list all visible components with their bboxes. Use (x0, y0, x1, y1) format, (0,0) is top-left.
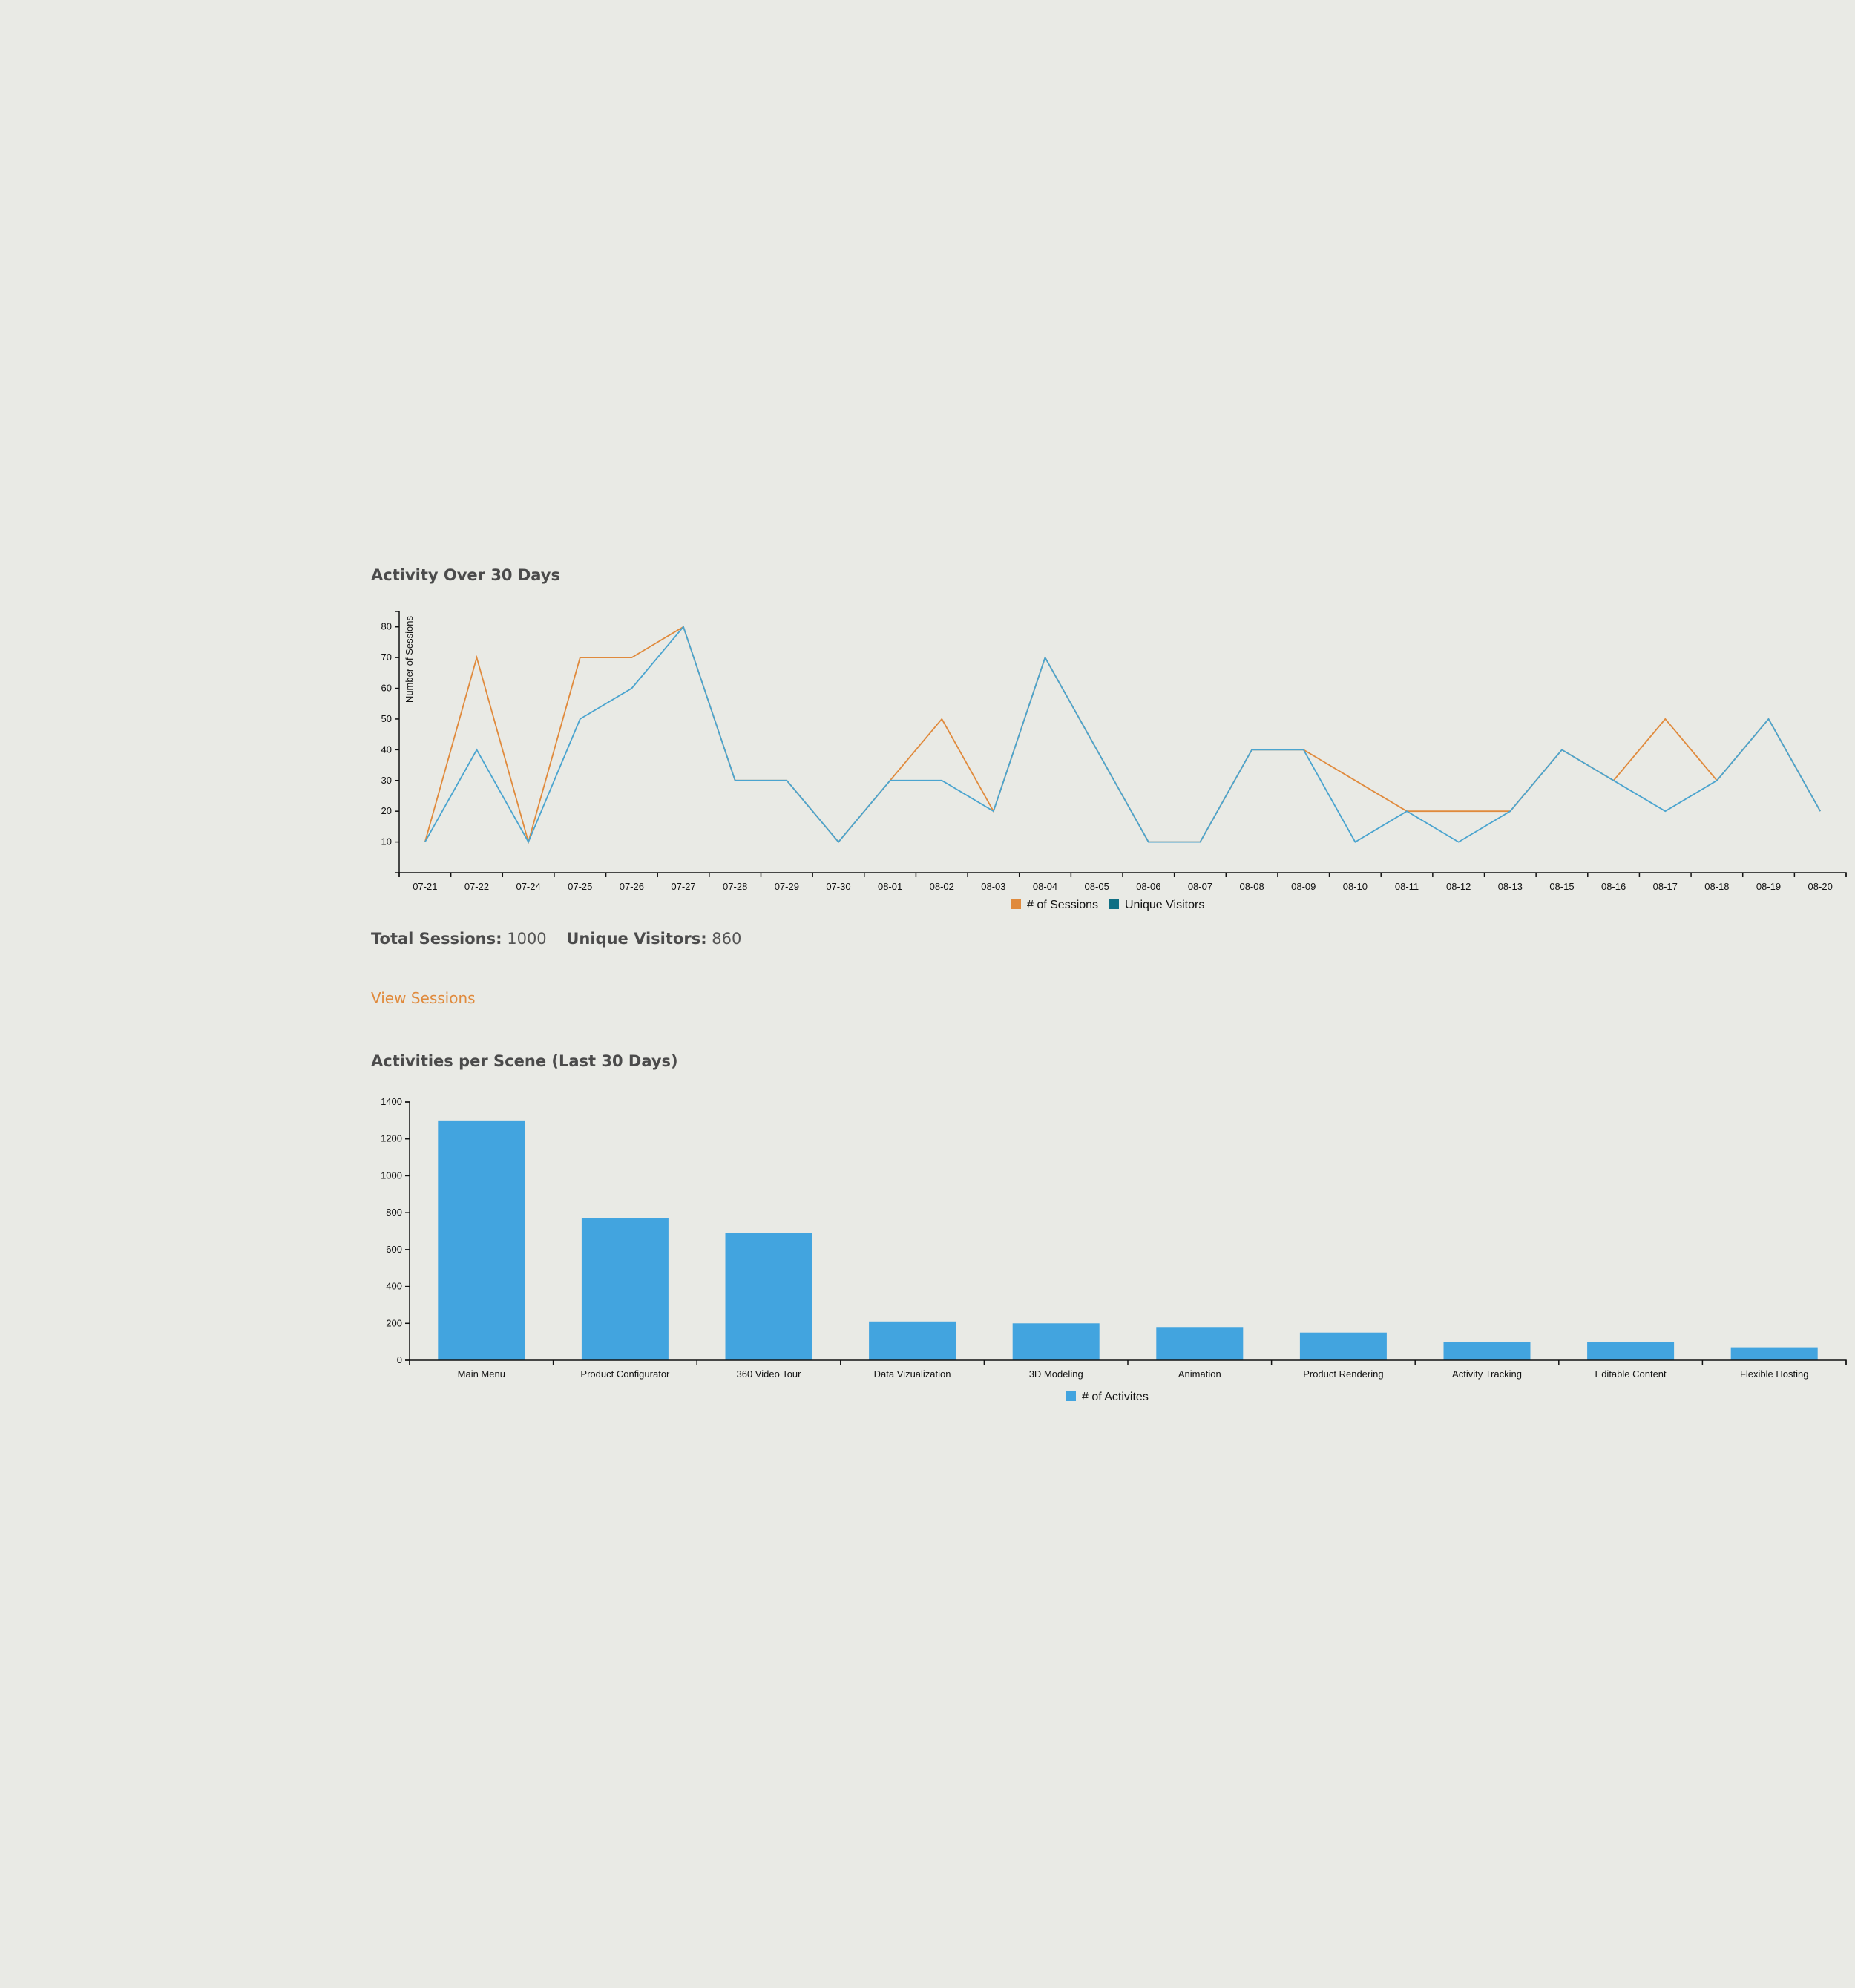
x-tick-label: 07-29 (775, 881, 799, 892)
bar (438, 1120, 525, 1360)
legend-label-sessions: # of Sessions (1027, 899, 1098, 911)
y-tick-label: 1000 (381, 1169, 402, 1181)
y-axis-line (395, 611, 400, 873)
x-tick-label: 07-22 (464, 881, 489, 892)
x-tick-label: 07-28 (723, 881, 747, 892)
total-sessions-value: 1000 (507, 930, 547, 948)
y-tick-label: 80 (381, 621, 392, 632)
legend-swatch-activities (1066, 1391, 1076, 1401)
y-axis-line (405, 1101, 410, 1361)
x-tick-label: 07-30 (826, 881, 850, 892)
x-tick-label: 08-10 (1343, 881, 1368, 892)
x-tick-label: 08-04 (1033, 881, 1057, 892)
x-tick-label: 08-19 (1756, 881, 1781, 892)
x-tick-label: 08-11 (1395, 881, 1419, 892)
y-tick-label: 70 (381, 652, 392, 663)
x-tick-label: 08-12 (1446, 881, 1471, 892)
y-tick-label: 200 (386, 1317, 402, 1328)
x-tick-label: Flexible Hosting (1740, 1368, 1809, 1380)
bar (1156, 1327, 1244, 1360)
x-tick-label: 07-25 (568, 881, 592, 892)
y-tick-label: 1400 (381, 1096, 402, 1107)
y-tick-label: 0 (397, 1354, 402, 1365)
x-tick-label: 08-20 (1808, 881, 1833, 892)
activity-line-chart: 10 20 30 40 50 60 70 80 Number of Sessions 07-21 0… (381, 611, 1847, 911)
y-tick-label: 1200 (381, 1133, 402, 1144)
x-tick-label: 08-01 (878, 881, 902, 892)
legend-label-activities: # of Activites (1082, 1391, 1149, 1403)
y-tick-label: 10 (381, 836, 392, 847)
x-tick-label: 08-08 (1239, 881, 1264, 892)
legend-swatch-visitors (1109, 899, 1119, 909)
x-tick-label: 08-15 (1549, 881, 1574, 892)
stats-summary: Total Sessions: 1000 Unique Visitors: 86… (371, 930, 756, 948)
x-tick-label: Main Menu (458, 1368, 505, 1380)
unique-visitors-label: Unique Visitors: (566, 930, 707, 948)
y-tick-label: 600 (386, 1244, 402, 1255)
bar (725, 1233, 812, 1360)
activities-bar-chart: 0 200 400 600 800 1000 1200 1400 Main Menu Produc… (381, 1096, 1847, 1403)
y-tick-label: 400 (386, 1281, 402, 1292)
bar (1730, 1347, 1818, 1360)
x-tick-label: 08-16 (1601, 881, 1626, 892)
bar-chart-title: Activities per Scene (Last 30 Days) (371, 1052, 678, 1070)
x-tick-label: 3D Modeling (1029, 1368, 1083, 1380)
y-tick-label: 30 (381, 775, 392, 786)
y-axis-label: Number of Sessions (404, 616, 415, 703)
bar (1587, 1342, 1675, 1360)
legend-label-visitors: Unique Visitors (1125, 899, 1204, 911)
bar (1443, 1342, 1531, 1360)
x-tick-label: Editable Content (1595, 1368, 1667, 1380)
x-tick-label: Product Rendering (1303, 1368, 1383, 1380)
x-tick-label: 08-06 (1136, 881, 1160, 892)
x-tick-label: 08-07 (1188, 881, 1212, 892)
bar (581, 1218, 669, 1360)
x-tick-label: 08-17 (1653, 881, 1678, 892)
view-sessions-link[interactable]: View Sessions (371, 989, 476, 1007)
x-tick-label: 08-18 (1704, 881, 1729, 892)
x-tick-label: Animation (1178, 1368, 1221, 1380)
x-tick-label: 08-09 (1291, 881, 1316, 892)
sessions-series-line (424, 626, 1821, 844)
bar (869, 1321, 956, 1360)
x-tick-label: 08-02 (930, 881, 954, 892)
line-chart-title: Activity Over 30 Days (371, 566, 560, 584)
x-tick-label: 07-26 (620, 881, 644, 892)
x-tick-label: 360 Video Tour (737, 1368, 802, 1380)
x-tick-label: 07-24 (516, 881, 540, 892)
unique-visitors-value: 860 (712, 930, 742, 948)
x-tick-label: 08-03 (981, 881, 1005, 892)
y-tick-label: 40 (381, 744, 392, 755)
total-sessions-label: Total Sessions: (371, 930, 502, 948)
y-tick-label: 60 (381, 683, 392, 694)
x-tick-label: Activity Tracking (1452, 1368, 1522, 1380)
y-tick-label: 50 (381, 713, 392, 724)
x-tick-label: Data Vizualization (874, 1368, 951, 1380)
y-tick-label: 800 (386, 1207, 402, 1218)
bar (1012, 1323, 1100, 1360)
x-tick-label: 08-13 (1498, 881, 1523, 892)
bar (1299, 1332, 1387, 1360)
legend-swatch-sessions (1011, 899, 1021, 909)
visitors-series-line (424, 625, 1821, 844)
x-tick-label: 07-21 (413, 881, 437, 892)
x-tick-label: Product Configurator (580, 1368, 670, 1380)
x-tick-label: 08-05 (1085, 881, 1109, 892)
y-tick-label: 20 (381, 805, 392, 816)
x-tick-label: 07-27 (671, 881, 695, 892)
